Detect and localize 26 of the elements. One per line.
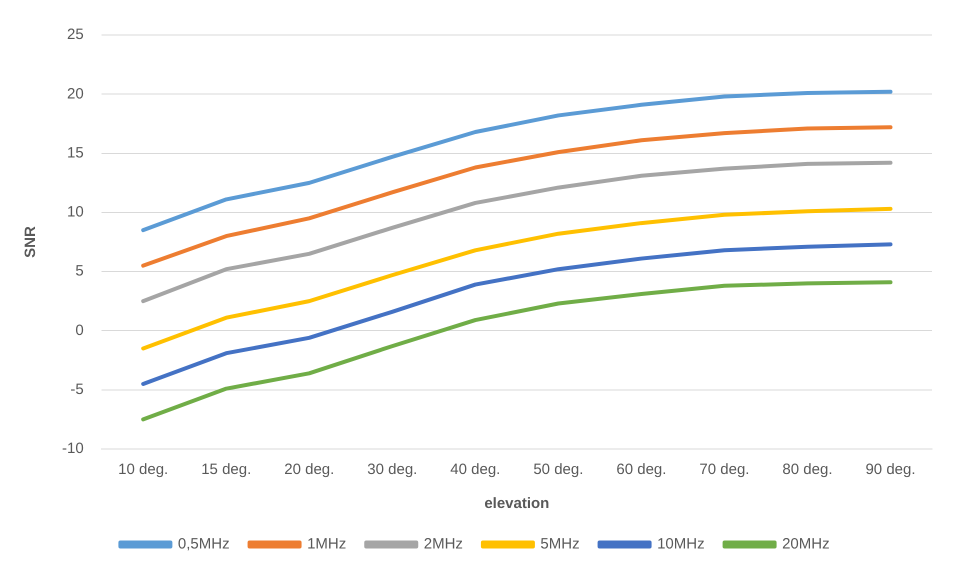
y-tick-label: -5	[70, 381, 84, 398]
x-tick-label: 90 deg.	[865, 461, 916, 478]
y-tick-label: -10	[62, 440, 84, 458]
x-tick-label: 15 deg.	[201, 461, 252, 478]
y-tick-label: 0	[75, 322, 84, 339]
x-tick-label: 80 deg.	[782, 461, 832, 478]
y-tick-label: 15	[66, 144, 84, 162]
y-tick-label: 5	[75, 262, 84, 280]
x-axis-title: elevation	[484, 495, 550, 512]
legend-label: 5MHz	[540, 536, 580, 553]
legend-label: 0,5MHz	[178, 536, 230, 553]
y-tick-label: 10	[66, 204, 84, 221]
legend-label: 1MHz	[307, 536, 346, 553]
y-tick-label: 20	[66, 85, 84, 102]
x-tick-label: 30 deg.	[367, 461, 418, 478]
x-tick-label: 70 deg.	[699, 461, 750, 478]
y-axis-title: SNR	[22, 226, 40, 258]
x-tick-label: 40 deg.	[450, 461, 500, 478]
x-tick-label: 20 deg.	[284, 461, 334, 478]
x-tick-label: 60 deg.	[616, 461, 666, 478]
legend-label: 10MHz	[657, 536, 705, 553]
y-tick-label: 25	[66, 26, 84, 44]
legend-label: 2MHz	[424, 536, 463, 553]
x-tick-label: 10 deg.	[118, 461, 168, 478]
legend-label: 20MHz	[782, 536, 830, 553]
x-tick-label: 50 deg.	[533, 461, 584, 478]
